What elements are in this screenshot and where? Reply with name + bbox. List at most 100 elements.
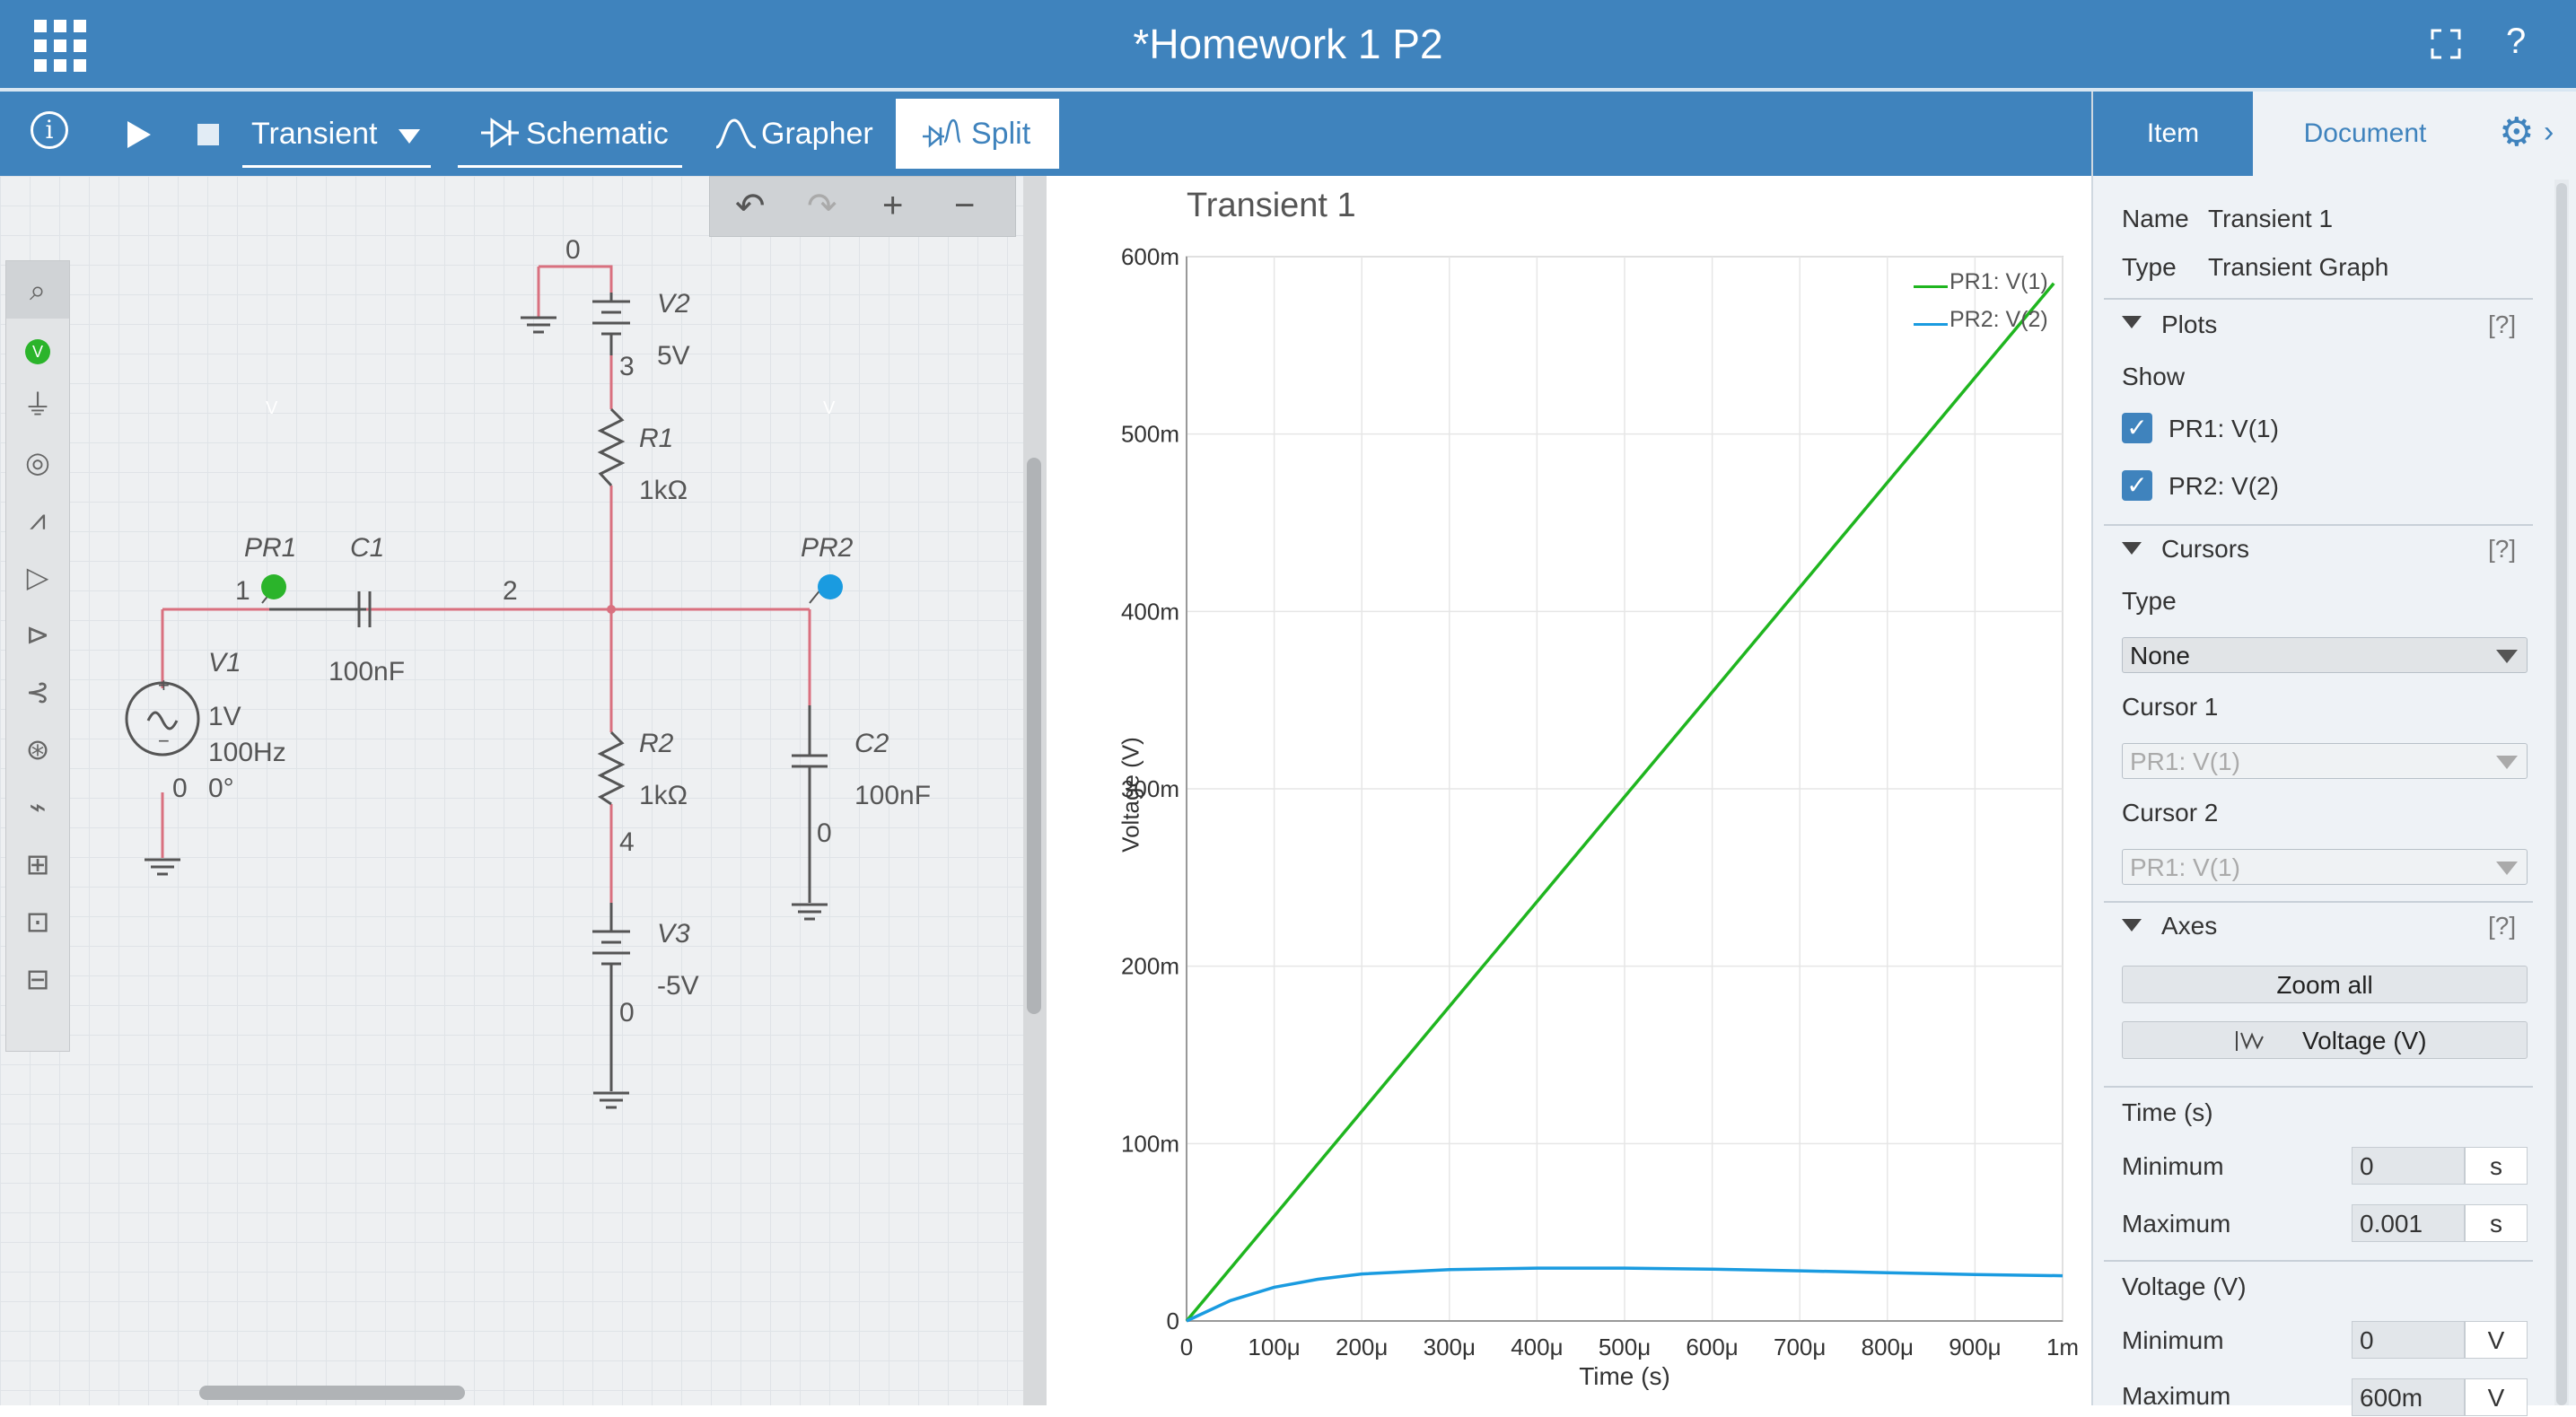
ac-source-icon[interactable]: ◎: [25, 446, 50, 478]
chevron-down-icon[interactable]: [399, 129, 420, 144]
voltage-min-input[interactable]: 0: [2352, 1321, 2465, 1359]
divider: [242, 165, 431, 168]
horizontal-scrollbar-thumb[interactable]: [199, 1386, 465, 1400]
tab-document[interactable]: Document: [2303, 118, 2427, 148]
diode-icon[interactable]: ⊳: [25, 618, 50, 651]
time-max-input[interactable]: 0.001: [2352, 1204, 2465, 1242]
undo-icon[interactable]: ↶: [735, 187, 766, 226]
chevron-right-icon[interactable]: ›: [2544, 115, 2554, 149]
pr2-name[interactable]: PR2: [801, 533, 854, 563]
axis-select-button[interactable]: Voltage (V): [2122, 1021, 2528, 1059]
toolbar: i Transient Schematic Grapher Split: [0, 92, 2091, 176]
tab-split-label: Split: [971, 117, 1031, 151]
axes-heading[interactable]: Axes: [2161, 912, 2218, 940]
scrollbar-thumb[interactable]: [2556, 183, 2567, 1405]
ground-icon[interactable]: ⏚: [22, 389, 52, 421]
zoom-all-button[interactable]: Zoom all: [2122, 966, 2528, 1003]
play-icon[interactable]: [127, 121, 151, 148]
collapse-icon[interactable]: [2122, 316, 2142, 328]
node-label: 0: [817, 818, 832, 848]
cursor1-select[interactable]: PR1: V(1): [2122, 743, 2528, 779]
info-icon[interactable]: i: [31, 111, 68, 149]
pr1-name[interactable]: PR1: [244, 533, 297, 563]
voltage-max-input[interactable]: 600m: [2352, 1378, 2465, 1416]
probe-icon[interactable]: V: [6, 319, 69, 376]
c2-value[interactable]: 100nF: [854, 781, 932, 810]
r2-value[interactable]: 1kΩ: [639, 781, 688, 810]
switch-icon[interactable]: ⌁: [29, 791, 47, 823]
title-bar: [0, 0, 2576, 88]
v1-phase[interactable]: 0°: [208, 774, 234, 803]
connector-icon[interactable]: ⊟: [25, 963, 50, 995]
v2-name[interactable]: V2: [657, 289, 690, 319]
tab-split[interactable]: Split: [896, 99, 1059, 169]
chevron-down-icon: [2496, 650, 2518, 663]
node-label: 0: [172, 774, 188, 803]
tab-schematic[interactable]: Schematic: [526, 117, 669, 151]
plot-pr2-label[interactable]: PR2: V(2): [2169, 472, 2279, 500]
lamp-icon[interactable]: ⊛: [25, 733, 50, 765]
v1-amplitude[interactable]: 1V: [208, 702, 241, 731]
show-label: Show: [2122, 363, 2186, 390]
legend-entry: PR1: V(1): [1950, 269, 2048, 294]
collapse-icon[interactable]: [2122, 542, 2142, 555]
v1-frequency[interactable]: 100Hz: [208, 738, 286, 767]
scrollbar-thumb[interactable]: [1027, 458, 1041, 1014]
search-icon[interactable]: ⌕: [6, 261, 69, 319]
plots-heading[interactable]: Plots: [2161, 311, 2218, 338]
resistor-icon[interactable]: ⩘: [29, 503, 47, 536]
cursors-heading[interactable]: Cursors: [2161, 535, 2250, 563]
c1-value[interactable]: 100nF: [329, 657, 406, 687]
axes-help[interactable]: [?]: [2488, 912, 2517, 940]
cursor-type-select[interactable]: None: [2122, 637, 2528, 673]
opamp-icon[interactable]: ▷: [26, 561, 49, 593]
redo-icon[interactable]: ↷: [807, 187, 837, 226]
gear-icon[interactable]: ⚙: [2499, 110, 2535, 154]
time-max-label: Maximum: [2122, 1210, 2231, 1238]
v2-value[interactable]: 5V: [657, 341, 690, 371]
chart-title: Transient 1: [1187, 187, 1356, 224]
zoom-toolbar: ↶ ↷ + −: [709, 176, 1016, 237]
node-label: 2: [503, 576, 518, 606]
plots-help[interactable]: [?]: [2488, 311, 2517, 338]
cursors-help[interactable]: [?]: [2488, 535, 2517, 563]
analysis-select[interactable]: Transient: [251, 117, 378, 151]
cursor2-select[interactable]: PR1: V(1): [2122, 849, 2528, 885]
node-label: 4: [619, 827, 635, 857]
chevron-down-icon: [2496, 862, 2518, 875]
legend-entry: PR2: V(2): [1950, 307, 2048, 332]
divider: [0, 88, 2576, 92]
x-tick-label: 900μ: [1949, 1334, 2001, 1360]
node-label: 0: [565, 235, 581, 265]
circuit-drawing: + −: [125, 265, 843, 1109]
zoom-out-icon[interactable]: −: [954, 186, 976, 225]
zoom-in-icon[interactable]: +: [882, 186, 904, 225]
apps-grid-icon[interactable]: [34, 20, 86, 72]
x-axis-label: Time (s): [1579, 1362, 1670, 1390]
v3-name[interactable]: V3: [657, 919, 690, 949]
stop-icon[interactable]: [197, 124, 219, 145]
c1-name[interactable]: C1: [350, 533, 385, 563]
r2-name[interactable]: R2: [639, 729, 674, 758]
schematic-canvas[interactable]: [0, 176, 1023, 1405]
checkbox-pr2[interactable]: ✓: [2122, 470, 2152, 501]
fullscreen-icon[interactable]: [2431, 29, 2461, 59]
r1-value[interactable]: 1kΩ: [639, 476, 688, 505]
ic-icon[interactable]: ⊡: [25, 905, 50, 938]
v1-name[interactable]: V1: [208, 648, 241, 678]
transistor-icon[interactable]: ⊰: [25, 676, 50, 708]
checkbox-pr1[interactable]: ✓: [2122, 413, 2152, 443]
tab-item[interactable]: Item: [2093, 92, 2253, 176]
tab-grapher[interactable]: Grapher: [761, 117, 873, 151]
c2-name[interactable]: C2: [854, 729, 889, 758]
r1-name[interactable]: R1: [639, 424, 674, 453]
time-min-input[interactable]: 0: [2352, 1147, 2465, 1185]
transient-chart[interactable]: 0 100μ 200μ 300μ 400μ 500μ 600μ 700μ 800μ 900μ 1m 0…: [1047, 176, 2091, 1405]
v3-value[interactable]: -5V: [657, 971, 699, 1001]
plot-pr1-label[interactable]: PR1: V(1): [2169, 415, 2279, 442]
waveform-icon: [715, 118, 757, 149]
help-icon[interactable]: ?: [2506, 22, 2527, 61]
logic-gate-icon[interactable]: ⊞: [25, 848, 50, 880]
collapse-icon[interactable]: [2122, 919, 2142, 932]
legend-swatch: [1914, 323, 1948, 326]
